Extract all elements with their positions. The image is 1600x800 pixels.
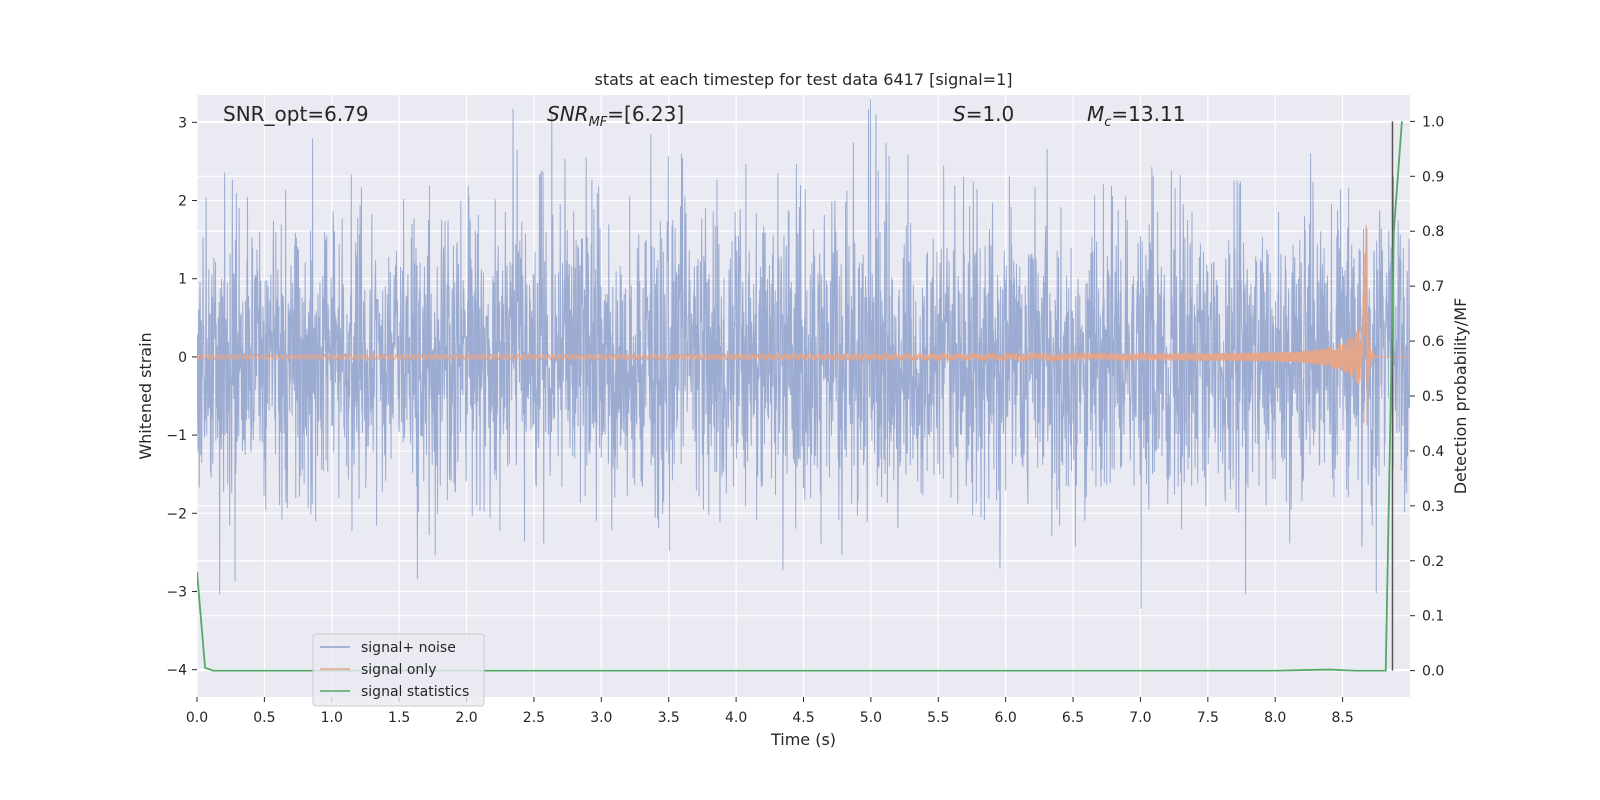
legend-label-signal-statistics: signal statistics bbox=[361, 684, 469, 700]
y2-tick-label-7: 0.7 bbox=[1422, 279, 1444, 295]
y2-tick-label-10: 1.0 bbox=[1422, 114, 1444, 130]
series-signal-only bbox=[197, 224, 1410, 426]
x-tick-label-5: 2.5 bbox=[523, 710, 545, 726]
y-tick-label-1: −3 bbox=[166, 584, 187, 600]
y2-tick-label-5: 0.5 bbox=[1422, 389, 1444, 405]
y2-tick-label-4: 0.4 bbox=[1422, 444, 1444, 460]
chart-title: stats at each timestep for test data 641… bbox=[594, 70, 1012, 89]
annotation-snr-mf-main: SNR bbox=[547, 102, 589, 126]
y-axis-label: Whitened strain bbox=[136, 332, 155, 459]
x-tick-label-9: 4.5 bbox=[792, 710, 814, 726]
x-axis-ticks: 0.0 0.5 1.0 1.5 2.0 2.5 3.0 3.5 4.0 4.5 5.0 5.5 6.0 6… bbox=[186, 697, 1354, 726]
annotation-mc: Mc=13.11 bbox=[1087, 102, 1185, 130]
x-tick-label-6: 3.0 bbox=[590, 710, 612, 726]
annotation-mc-main: M bbox=[1087, 102, 1104, 126]
y-tick-label-3: −1 bbox=[166, 428, 187, 444]
y-tick-label-7: 3 bbox=[178, 115, 187, 131]
annotation-snr-mf-sub: MF bbox=[589, 115, 608, 130]
legend: signal+ noise signal only signal statist… bbox=[312, 633, 485, 707]
y2-tick-label-0: 0.0 bbox=[1422, 664, 1444, 680]
y-axis-ticks: −4 −3 −2 −1 0 1 2 3 bbox=[166, 115, 197, 679]
x-tick-label-12: 6.0 bbox=[995, 710, 1017, 726]
x-tick-label-7: 3.5 bbox=[658, 710, 680, 726]
x-tick-label-8: 4.0 bbox=[725, 710, 747, 726]
x-tick-label-2: 1.0 bbox=[321, 710, 343, 726]
annotation-s: S=1.0 bbox=[953, 102, 1014, 126]
x-tick-label-3: 1.5 bbox=[388, 710, 410, 726]
x-tick-label-0: 0.0 bbox=[186, 710, 208, 726]
series-signal-statistics bbox=[197, 121, 1403, 672]
y2-tick-label-1: 0.1 bbox=[1422, 609, 1444, 625]
y-tick-label-6: 2 bbox=[178, 194, 187, 210]
plot-area bbox=[197, 98, 1410, 672]
x-tick-label-17: 8.5 bbox=[1331, 710, 1353, 726]
annotation-snr-mf: SNRMF=[6.23] bbox=[547, 102, 684, 130]
x-tick-label-13: 6.5 bbox=[1062, 710, 1084, 726]
y2-tick-label-3: 0.3 bbox=[1422, 499, 1444, 515]
legend-label-signal-plus-noise: signal+ noise bbox=[361, 640, 456, 656]
y2-tick-label-9: 0.9 bbox=[1422, 169, 1444, 185]
series-signal-plus-noise bbox=[197, 98, 1410, 609]
x-tick-label-16: 8.0 bbox=[1264, 710, 1286, 726]
y-tick-label-0: −4 bbox=[166, 663, 187, 679]
x-tick-label-11: 5.5 bbox=[927, 710, 949, 726]
legend-box bbox=[312, 633, 485, 707]
annotation-s-main: S bbox=[953, 102, 966, 126]
annotation-s-value: =1.0 bbox=[966, 102, 1015, 126]
annotation-mc-sub: c bbox=[1104, 115, 1111, 130]
x-axis-label: Time (s) bbox=[770, 730, 836, 749]
annotation-mc-value: =13.11 bbox=[1111, 102, 1185, 126]
legend-label-signal-only: signal only bbox=[361, 662, 436, 678]
x-tick-label-14: 7.0 bbox=[1129, 710, 1151, 726]
x-tick-label-10: 5.0 bbox=[860, 710, 882, 726]
x-tick-label-1: 0.5 bbox=[253, 710, 275, 726]
y2-tick-label-8: 0.8 bbox=[1422, 224, 1444, 240]
y2-tick-label-6: 0.6 bbox=[1422, 334, 1444, 350]
y2-tick-label-2: 0.2 bbox=[1422, 554, 1444, 570]
x-tick-label-15: 7.5 bbox=[1197, 710, 1219, 726]
y2-axis-label: Detection probability/MF bbox=[1451, 298, 1470, 495]
y2-axis-ticks: 0.0 0.1 0.2 0.3 0.4 0.5 0.6 0.7 0.8 0.9 1.0 bbox=[1410, 114, 1444, 680]
y-tick-label-2: −2 bbox=[166, 506, 187, 522]
y-tick-label-4: 0 bbox=[178, 350, 187, 366]
annotation-snr-mf-value: =[6.23] bbox=[607, 102, 684, 126]
annotation-snr-opt: SNR_opt=6.79 bbox=[223, 102, 369, 126]
x-tick-label-4: 2.0 bbox=[455, 710, 477, 726]
y-tick-label-5: 1 bbox=[178, 272, 187, 288]
